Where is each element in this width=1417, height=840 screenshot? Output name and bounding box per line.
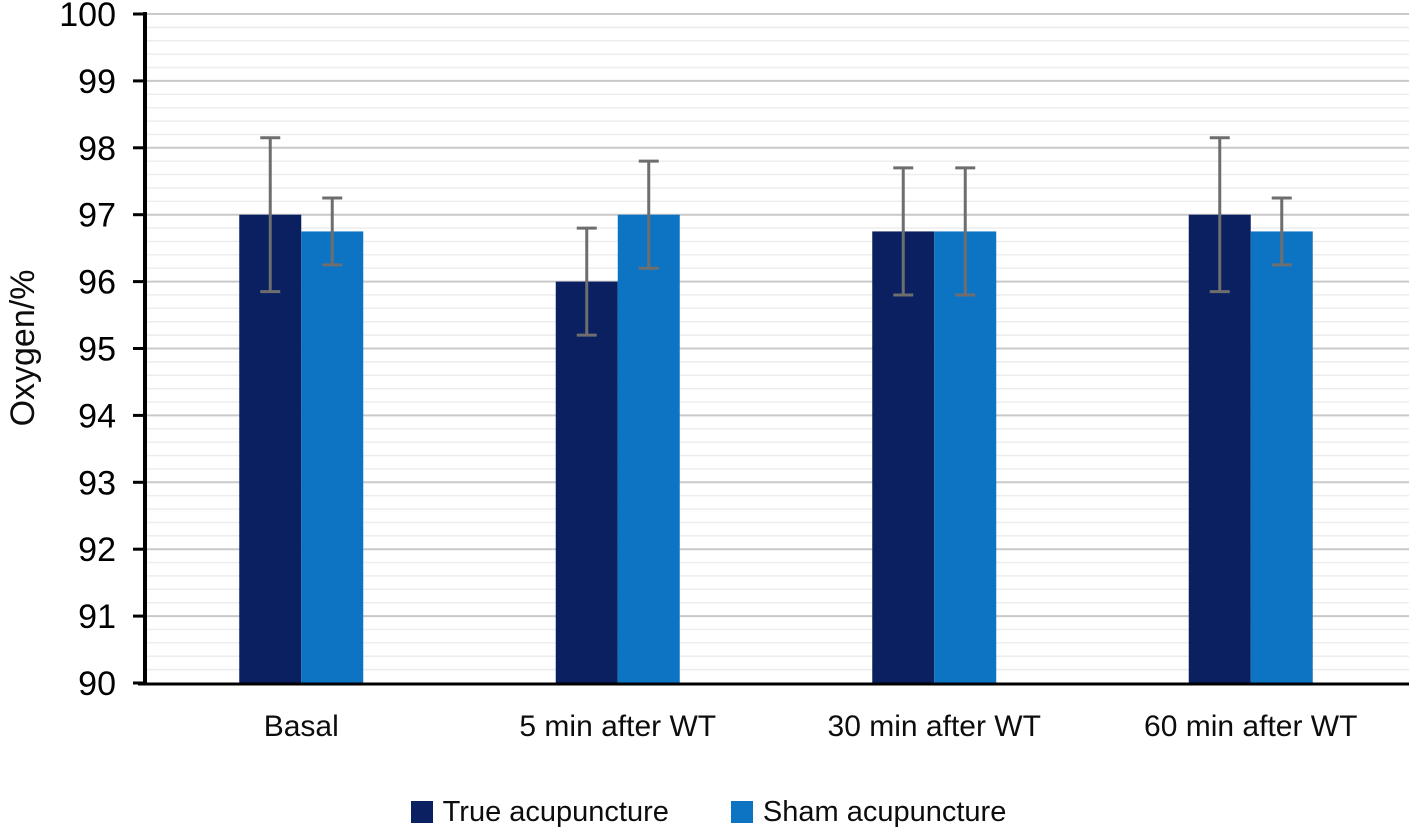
y-tick-label: 92 — [78, 531, 116, 569]
plot-area: 90 91 92 93 94 95 96 97 98 99 100 Basal 5 min after … — [4, 0, 1409, 743]
y-tick-label: 97 — [78, 197, 116, 235]
y-tick-label: 99 — [78, 63, 116, 101]
legend-swatch-true-acupuncture — [410, 801, 433, 823]
chart-generated: 90 91 92 93 94 95 96 97 98 99 100 Basal 5 min after … — [59, 0, 1409, 743]
bar-sham-acupuncture-3 — [1250, 231, 1313, 684]
y-tick-label: 100 — [59, 0, 116, 34]
bar-true-acupuncture-2 — [872, 231, 935, 684]
x-tick-label: Basal — [264, 710, 339, 743]
y-tick-label: 96 — [78, 264, 116, 302]
legend-label-sham-acupuncture: Sham acupuncture — [762, 795, 1007, 828]
y-tick-label: 98 — [78, 130, 116, 168]
legend: True acupuncture Sham acupuncture — [0, 788, 1417, 836]
bar-sham-acupuncture-2 — [934, 231, 997, 684]
bar-true-acupuncture-1 — [555, 281, 618, 683]
y-tick-label: 90 — [78, 665, 116, 703]
bar-sham-acupuncture-1 — [617, 214, 680, 683]
x-tick-label: 30 min after WT — [828, 710, 1041, 743]
legend-label-true-acupuncture: True acupuncture — [442, 795, 669, 828]
legend-item-sham-acupuncture: Sham acupuncture — [730, 795, 1007, 829]
legend-item-true-acupuncture: True acupuncture — [410, 795, 669, 829]
x-tick-label: 60 min after WT — [1144, 710, 1357, 743]
y-axis-title: Oxygen/% — [4, 270, 42, 427]
legend-swatch-sham-acupuncture — [730, 801, 753, 823]
y-tick-label: 94 — [78, 397, 116, 435]
y-tick-label: 95 — [78, 331, 116, 369]
y-tick-label: 93 — [78, 464, 116, 502]
y-tick-label: 91 — [78, 598, 116, 636]
x-tick-label: 5 min after WT — [519, 710, 716, 743]
bar-sham-acupuncture-0 — [301, 231, 364, 684]
